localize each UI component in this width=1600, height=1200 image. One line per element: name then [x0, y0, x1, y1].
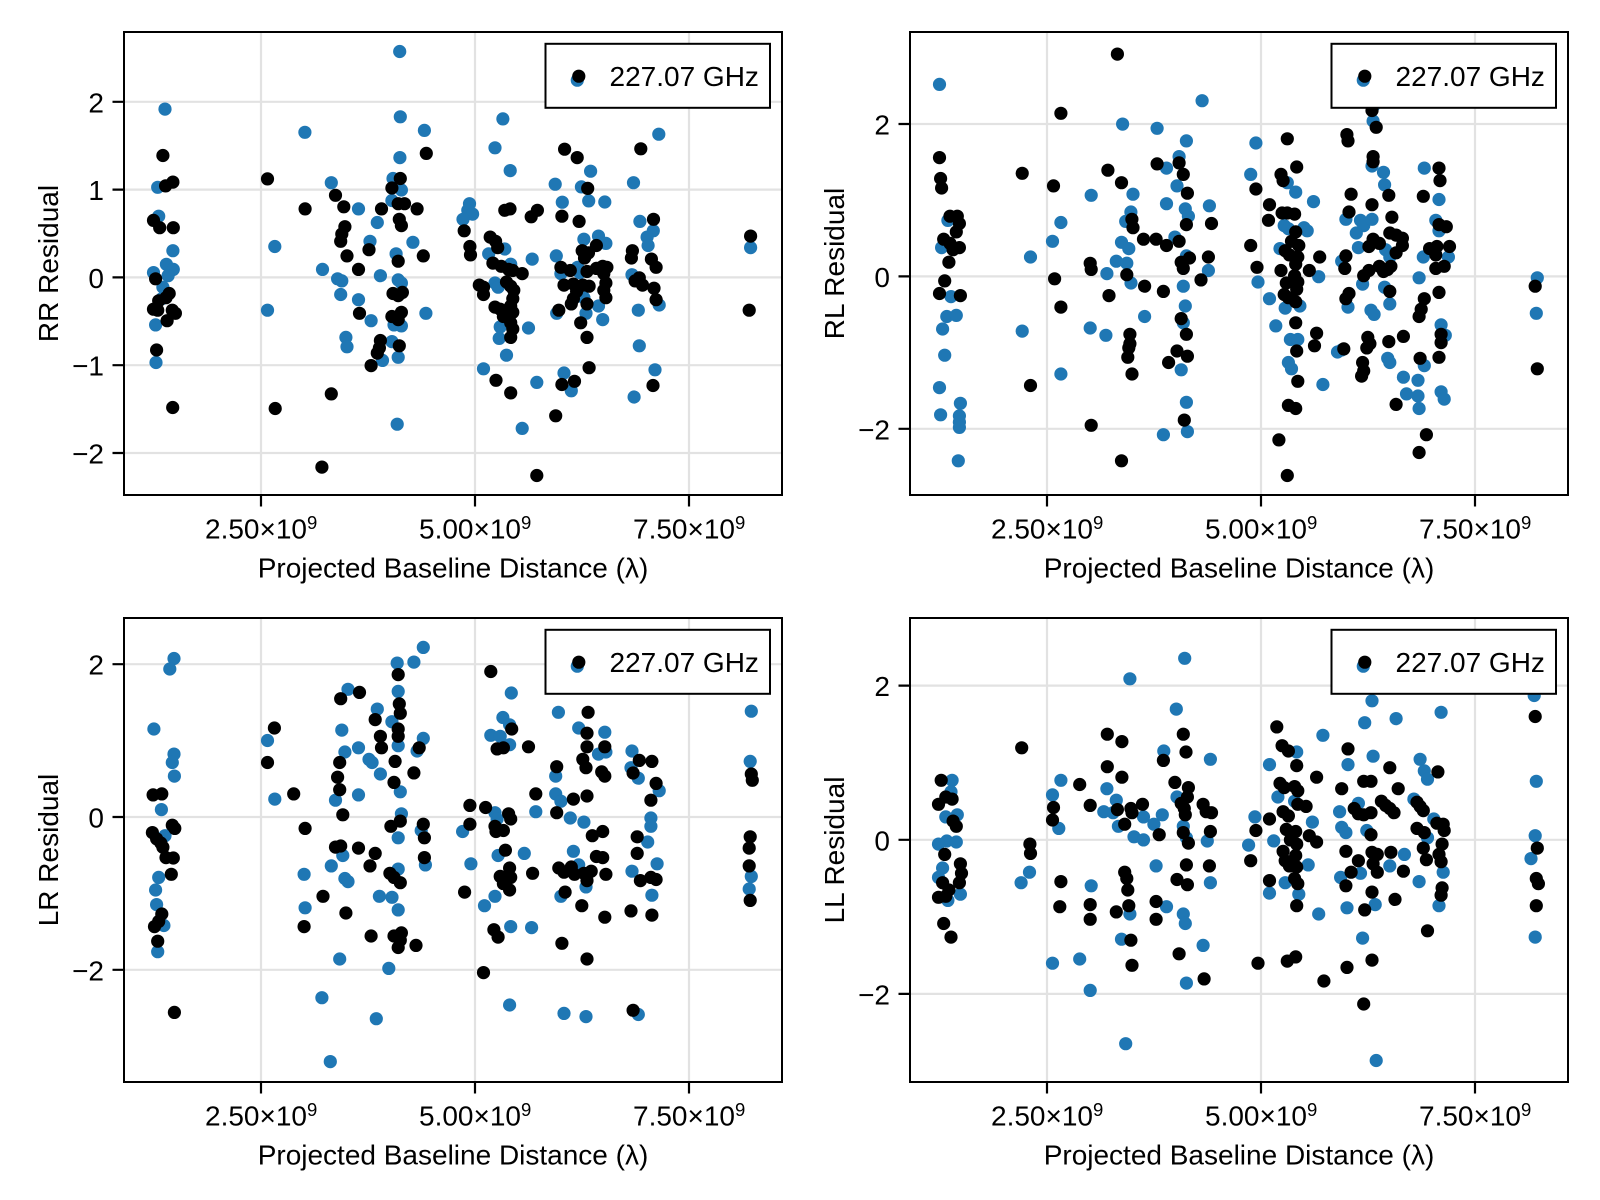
- svg-text:227.07 GHz: 227.07 GHz: [1396, 61, 1545, 92]
- svg-text:7.50×109: 7.50×109: [633, 1099, 745, 1132]
- svg-text:LL Residual: LL Residual: [819, 777, 850, 924]
- svg-text:LR Residual: LR Residual: [33, 774, 64, 927]
- svg-text:7.50×109: 7.50×109: [1419, 512, 1531, 545]
- svg-text:227.07 GHz: 227.07 GHz: [610, 647, 759, 678]
- svg-text:−2: −2: [858, 414, 890, 445]
- svg-text:7.50×109: 7.50×109: [1419, 1099, 1531, 1132]
- svg-text:2: 2: [874, 671, 890, 702]
- svg-text:2: 2: [874, 110, 890, 141]
- svg-text:2.50×109: 2.50×109: [991, 512, 1103, 545]
- svg-text:227.07 GHz: 227.07 GHz: [1396, 647, 1545, 678]
- svg-text:0: 0: [88, 263, 104, 294]
- svg-text:1: 1: [88, 175, 104, 206]
- svg-text:−1: −1: [72, 351, 104, 382]
- svg-text:Projected Baseline Distance (λ: Projected Baseline Distance (λ): [1044, 1140, 1435, 1171]
- svg-text:5.00×109: 5.00×109: [1205, 1099, 1317, 1132]
- svg-text:227.07 GHz: 227.07 GHz: [610, 61, 759, 92]
- svg-text:0: 0: [874, 825, 890, 856]
- svg-text:2: 2: [88, 650, 104, 681]
- svg-text:RR Residual: RR Residual: [33, 185, 64, 342]
- svg-text:Projected Baseline Distance (λ: Projected Baseline Distance (λ): [1044, 553, 1435, 584]
- svg-text:5.00×109: 5.00×109: [419, 512, 531, 545]
- svg-text:Projected Baseline Distance (λ: Projected Baseline Distance (λ): [258, 553, 649, 584]
- svg-text:7.50×109: 7.50×109: [633, 512, 745, 545]
- svg-text:−2: −2: [72, 955, 104, 986]
- svg-text:2.50×109: 2.50×109: [991, 1099, 1103, 1132]
- svg-text:5.00×109: 5.00×109: [419, 1099, 531, 1132]
- svg-text:Projected Baseline Distance (λ: Projected Baseline Distance (λ): [258, 1140, 649, 1171]
- svg-text:0: 0: [874, 262, 890, 293]
- svg-text:−2: −2: [858, 979, 890, 1010]
- svg-text:5.00×109: 5.00×109: [1205, 512, 1317, 545]
- svg-text:2.50×109: 2.50×109: [205, 1099, 317, 1132]
- svg-text:RL Residual: RL Residual: [819, 188, 850, 339]
- svg-text:−2: −2: [72, 439, 104, 470]
- svg-text:2.50×109: 2.50×109: [205, 512, 317, 545]
- svg-text:2: 2: [88, 87, 104, 118]
- svg-text:0: 0: [88, 803, 104, 834]
